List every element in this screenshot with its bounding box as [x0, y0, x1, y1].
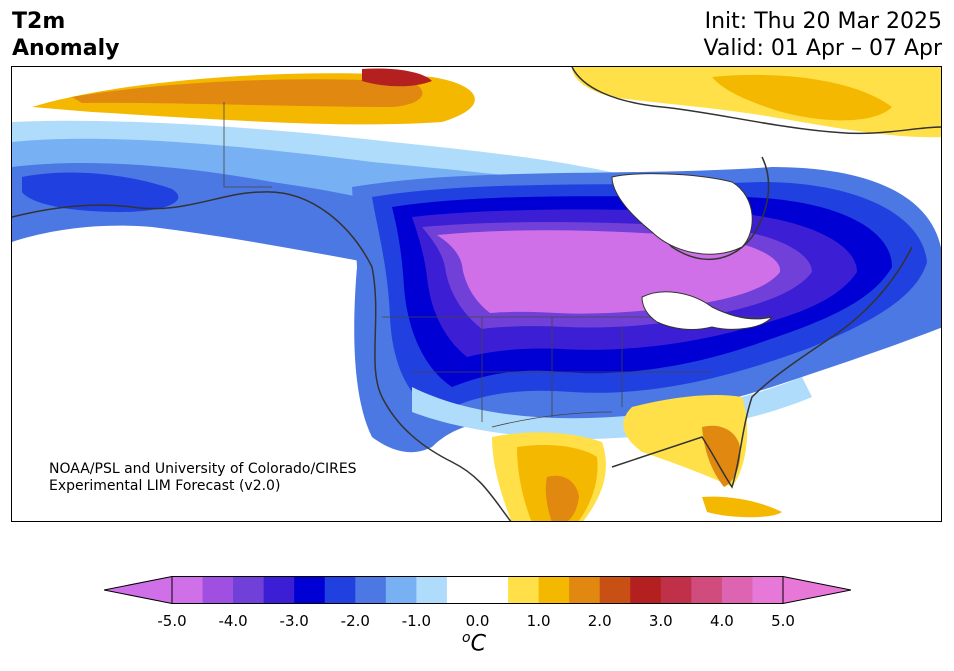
colorbar-tick-label: -3.0 [279, 612, 309, 630]
colorbar-tick-label: -2.0 [340, 612, 370, 630]
colorbar-swatch [660, 576, 692, 604]
cuba-warm [702, 496, 782, 518]
colorbar-swatch [508, 576, 540, 604]
colorbar-swatch [324, 576, 356, 604]
map-title: T2m Anomaly [12, 8, 119, 62]
colorbar-under-arrow [104, 576, 173, 604]
alaska-cold-2 [12, 138, 632, 237]
colorbar-tick-label: 1.0 [526, 612, 551, 630]
colorbar-swatch [538, 576, 570, 604]
colorbar-swatch [446, 576, 478, 604]
hudson-bay [611, 173, 753, 255]
forecast-dates: Init: Thu 20 Mar 2025 Valid: 01 Apr – 07… [704, 8, 943, 62]
credit-line-2: Experimental LIM Forecast (v2.0) [49, 478, 281, 494]
colorbar-swatch [233, 576, 265, 604]
colorbar-swatch [294, 576, 326, 604]
colorbar-swatch [416, 576, 448, 604]
colorbar-tick-label: 3.0 [648, 612, 673, 630]
colorbar-tick-label: 0.0 [465, 612, 490, 630]
arctic-very-hot [362, 68, 432, 87]
colorbar-swatch [355, 576, 387, 604]
colorbar-swatch [691, 576, 723, 604]
title-line-2: Anomaly [12, 36, 120, 61]
colorbar-swatch [752, 576, 784, 604]
alaska-core [22, 172, 179, 212]
colorbar-tick-label: -1.0 [401, 612, 432, 630]
colorbar-swatch [569, 576, 601, 604]
title-line-1: T2m [12, 9, 66, 34]
credit-text: NOAA/PSL and University of Colorado/CIRE… [49, 461, 357, 495]
colorbar-swatch [385, 576, 417, 604]
arctic-hot-band [72, 79, 423, 107]
colorbar-swatch [630, 576, 662, 604]
great-lakes [641, 291, 774, 330]
colorbar-tick-label: 5.0 [771, 612, 795, 630]
colorbar [104, 576, 851, 604]
colorbar-over-arrow [782, 576, 851, 604]
mexico-hot [545, 475, 579, 521]
colorbar-swatch [477, 576, 509, 604]
colorbar-swatch [721, 576, 753, 604]
colorbar-swatch [172, 576, 204, 604]
colorbar-swatch [202, 576, 234, 604]
colorbar-tick-label: 4.0 [709, 612, 734, 630]
credit-line-1: NOAA/PSL and University of Colorado/CIRE… [49, 461, 357, 477]
colorbar-tick-label: -4.0 [218, 612, 248, 630]
florida-warm [702, 425, 741, 487]
colorbar-swatch [599, 576, 631, 604]
colorbar-tick-label: 2.0 [587, 612, 612, 630]
colorbar-swatch [263, 576, 295, 604]
colorbar-outline [171, 576, 784, 604]
valid-range: Valid: 01 Apr – 07 Apr [703, 36, 943, 61]
unit-text: C [470, 631, 486, 657]
map-canvas [12, 67, 941, 521]
anomaly-map [11, 66, 942, 522]
greenland-warmer [712, 74, 892, 121]
unit-superscript: o [462, 630, 471, 646]
colorbar-tick-label: -5.0 [157, 612, 187, 630]
unit-label: oC [462, 630, 486, 656]
init-date: Init: Thu 20 Mar 2025 [704, 9, 942, 34]
